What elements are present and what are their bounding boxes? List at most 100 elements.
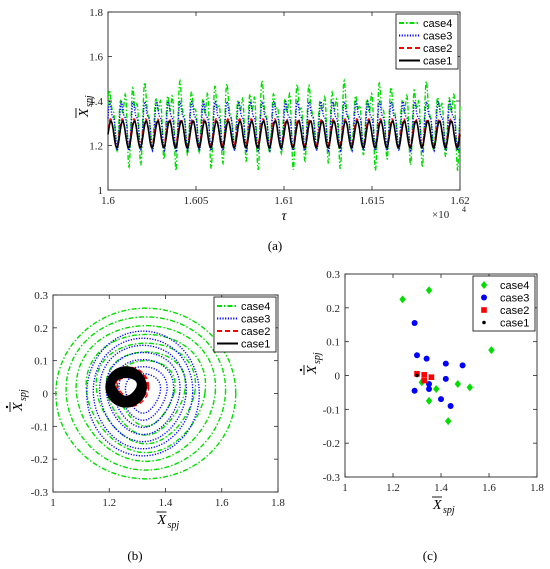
- panel-b-legend-label-case4: case4: [241, 301, 270, 313]
- panel-a-legend-label-case1: case1: [423, 56, 452, 68]
- panel-b-series-case1: [105, 366, 147, 408]
- panel-b-legend-label-case2: case2: [241, 326, 270, 338]
- panel-c-legend-label-case3: case3: [500, 293, 529, 305]
- caption-a: (a): [268, 238, 282, 253]
- panel-c-point-case3: [447, 402, 454, 409]
- panel-a-xtick-label: 1.605: [184, 195, 209, 207]
- panel-b-xtick-label: 1: [50, 497, 56, 509]
- panel-c-ytick-label: 0.3: [326, 269, 340, 281]
- panel-b-ylabel-dot-accent: [5, 405, 9, 409]
- panel-c-point-case1: [415, 373, 419, 378]
- panel-a-xtick-label: 1.615: [360, 195, 385, 207]
- panel-b-xtick-label: 1.2: [102, 497, 116, 509]
- panel-c-xtick-label: 1.2: [386, 482, 400, 494]
- panel-c-ytick-label: -0.1: [323, 404, 340, 416]
- panel-a-ytick-label: 1.6: [89, 52, 103, 64]
- panel-c-ylabel-label-sub: spj: [312, 352, 323, 364]
- panel-c-point-case3: [426, 380, 432, 387]
- panel-c-point-case3: [411, 387, 418, 394]
- panel-c-xlabel-label-sub: spj: [443, 505, 455, 516]
- panel-c-point-case4: [466, 383, 473, 392]
- panel-a-x-multiplier-exp: 4: [462, 205, 466, 214]
- panel-b-chart: 1 1.2 1.4 1.6 1.8 -0.3 -0.2 -0.1 0 0.1 0.2 0.3 case4…: [5, 290, 285, 531]
- panel-a-ytick-label: 1.4: [89, 96, 103, 108]
- panel-a-ytick-label: 1: [98, 185, 104, 197]
- panel-c-ytick-label: -0.2: [323, 438, 340, 450]
- panel-c-point-case4: [399, 295, 406, 304]
- panel-c-ylabel-label-main: X: [305, 365, 320, 375]
- panel-c-point-case3: [426, 386, 432, 393]
- panel-a-ytick-label: 1.2: [89, 141, 103, 153]
- panel-c-ytick-label: 0.2: [326, 303, 340, 315]
- panel-c-point-case4: [425, 286, 433, 295]
- panel-c-legend-label-case2: case2: [500, 305, 529, 317]
- panel-a-ylabel-label-sub: spj: [84, 95, 95, 107]
- panel-c-ylabel-dot-accent: [299, 368, 303, 372]
- panel-a-x-multiplier: ×10: [432, 209, 450, 221]
- panel-c-point-case3: [438, 396, 444, 403]
- panel-a-series-case4: [107, 78, 461, 171]
- panel-a-ylabel-label-main: X: [77, 108, 92, 118]
- panel-c-xtick-label: 1.6: [482, 482, 496, 494]
- panel-a-xtick-label: 1.61: [274, 195, 293, 207]
- panel-c-legend-marker-case4: [480, 281, 488, 289]
- panel-b-ylabel-label-sub: spj: [18, 389, 29, 401]
- panel-c-xtick-label: 1.4: [434, 482, 448, 494]
- panel-c-point-case4: [433, 385, 440, 394]
- panel-b-ytick-label: 0.3: [34, 290, 48, 302]
- panel-b-xtick-label: 1.8: [271, 497, 285, 509]
- panel-a-series-case1: [107, 120, 461, 149]
- panel-b-ytick-label: -0.1: [31, 421, 48, 433]
- panel-a-xtick-label: 1.62: [450, 195, 469, 207]
- caption-c: (c): [423, 548, 437, 563]
- panel-a-xtick-label: 1.6: [101, 195, 115, 207]
- panel-c-point-case2: [421, 377, 427, 384]
- panel-a-chart: 1.6 1.605 1.61 1.615 1.6211.21.41.61.8case4c…: [75, 7, 470, 224]
- panel-b-xtick-label: 1.6: [215, 497, 229, 509]
- panel-a-legend-label-case2: case2: [423, 43, 452, 55]
- panel-c-point-case2: [421, 372, 427, 378]
- panel-c-legend-marker-case3: [481, 294, 487, 301]
- panel-c-point-case4: [454, 379, 461, 388]
- caption-b: (b): [127, 548, 142, 563]
- panel-c-chart: 1 1.2 1.4 1.6 1.8 -0.3 -0.2 -0.1 0 0.1 0.2 0.3 case4…: [299, 269, 544, 516]
- panel-c-legend-label-case4: case4: [500, 280, 529, 292]
- panel-c-ytick-label: 0.1: [326, 337, 340, 349]
- panel-c-point-case4: [488, 346, 495, 355]
- panel-c-point-case4: [425, 396, 433, 405]
- panel-c-xtick-label: 1.8: [530, 482, 544, 494]
- panel-b-xlabel-label-sub: spj: [168, 520, 180, 531]
- panel-c-point-case3: [414, 352, 420, 359]
- panel-b-ytick-label: 0: [43, 389, 49, 401]
- panel-c-point-case4: [445, 417, 452, 426]
- panel-c-ytick-label: -0.3: [323, 472, 341, 484]
- panel-a-xlabel: τ: [281, 209, 287, 224]
- panel-a-legend-label-case4: case4: [423, 18, 452, 30]
- panel-c-legend-marker-case1: [482, 320, 486, 325]
- panel-c-xlabel-label-main: X: [432, 498, 442, 513]
- panel-b-xtick-label: 1.4: [159, 497, 173, 509]
- panel-c-point-case2: [428, 374, 435, 380]
- panel-b-ytick-label: -0.3: [31, 487, 49, 499]
- panel-b-ytick-label: -0.2: [31, 454, 48, 466]
- panel-b-xlabel-label-main: X: [157, 513, 167, 528]
- panel-b-ytick-label: 0.2: [34, 323, 48, 335]
- panel-b-legend-label-case1: case1: [241, 339, 270, 351]
- panel-c-point-case3: [442, 360, 449, 367]
- panel-c-legend-marker-case2: [481, 307, 487, 313]
- panel-b-ylabel-label-main: X: [11, 402, 26, 412]
- panel-c-point-case3: [411, 320, 418, 327]
- panel-b-series-case3: [86, 330, 200, 457]
- panel-a-legend-label-case3: case3: [423, 31, 452, 43]
- panel-b-legend-label-case3: case3: [241, 314, 270, 326]
- panel-c-ytick-label: 0: [335, 371, 341, 383]
- panel-c-xtick-label: 1: [342, 482, 348, 494]
- panel-c-legend-label-case1: case1: [500, 318, 529, 330]
- panel-c-point-case3: [423, 355, 430, 362]
